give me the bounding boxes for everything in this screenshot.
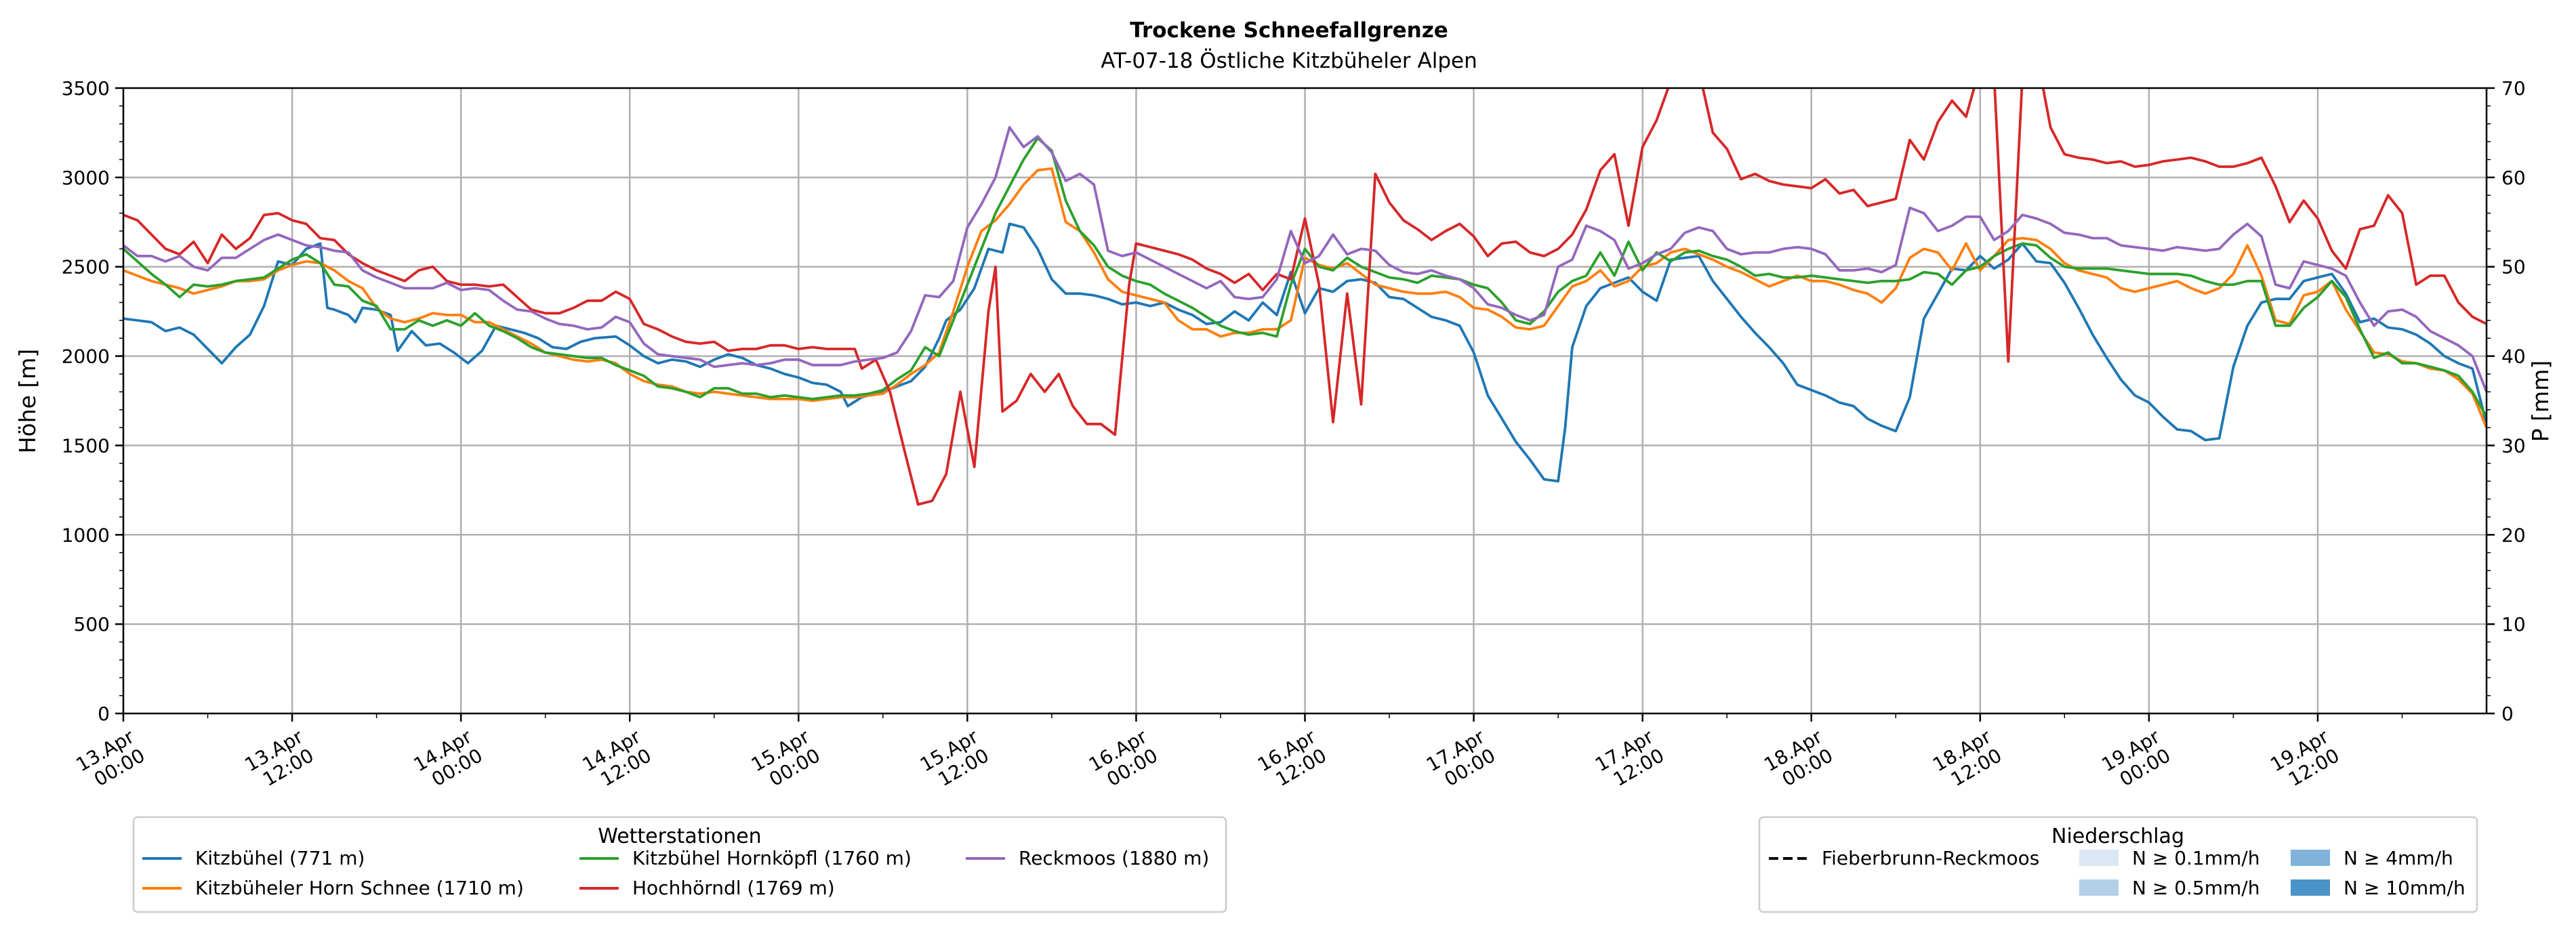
legend-precip-label-3: N ≥ 4mm/h: [2344, 847, 2453, 869]
legend-stations-frame: [132, 816, 1227, 913]
y-tick-label: 2500: [62, 256, 110, 278]
chart-subtitle: AT-07-18 Östliche Kitzbüheler Alpen: [1101, 48, 1477, 73]
y-tick-label: 3500: [62, 77, 110, 100]
y-axis-right: 0 10 20 30 40 50 60 70: [2487, 77, 2526, 725]
series-line-4: [123, 126, 2487, 392]
legend-precip-title: Niederschlag: [2051, 825, 2184, 848]
series-layer: [123, 88, 2487, 506]
y2-tick-label: 60: [2501, 167, 2526, 189]
legend-label-2: Kitzbühel Hornköpfl (1760 m): [632, 847, 912, 869]
grid-lines: [123, 88, 2487, 713]
series-line-2: [123, 136, 2487, 418]
y-axis-left: 0 500 1000 1500 2000 2500 3000 3500: [62, 77, 123, 725]
y2-axis-label: P [mm]: [2527, 360, 2554, 442]
legend-stations-title: Wetterstationen: [598, 825, 761, 848]
legend-precip-label-4: N ≥ 10mm/h: [2344, 877, 2466, 899]
legend-precip-swatch-1: [2079, 850, 2119, 866]
y-tick-label: 500: [74, 613, 110, 636]
legend-label-0: Kitzbühel (771 m): [195, 847, 365, 869]
legend-precip-items: Fieberbrunn-Reckmoos N ≥ 0.1mm/h N ≥ 0.5mm…: [1769, 847, 2466, 899]
legend-precip-label-1: N ≥ 0.1mm/h: [2132, 847, 2260, 869]
y2-tick-label: 50: [2501, 256, 2526, 278]
chart-title: Trockene Schneefallgrenze: [1130, 18, 1448, 43]
y2-tick-label: 20: [2501, 524, 2526, 546]
legend-precip-label-0: Fieberbrunn-Reckmoos: [1822, 847, 2039, 869]
y2-tick-label: 70: [2501, 77, 2526, 100]
legend-precipitation: Niederschlag Fieberbrunn-Reckmoos N ≥ 0.1…: [1758, 816, 2478, 913]
legend-label-3: Hochhörndl (1769 m): [632, 877, 835, 899]
y-axis-label: Höhe [m]: [14, 349, 41, 454]
y-tick-label: 1500: [62, 434, 110, 457]
legend-precip-swatch-4: [2291, 879, 2330, 896]
y-tick-label: 2000: [62, 346, 110, 368]
y2-tick-label: 40: [2501, 346, 2526, 368]
legend-precip-swatch-3: [2291, 850, 2330, 866]
y-tick-label: 3000: [62, 167, 110, 189]
legend-stations-items: Kitzbühel (771 m) Kitzbüheler Horn Schnee…: [142, 847, 1209, 899]
y2-tick-label: 0: [2501, 703, 2514, 725]
legend-label-4: Reckmoos (1880 m): [1019, 847, 1209, 869]
y2-tick-label: 10: [2501, 613, 2526, 636]
legend-stations: Wetterstationen Kitzbühel (771 m)Kitzbüh…: [132, 816, 1227, 913]
legend-label-1: Kitzbüheler Horn Schnee (1710 m): [195, 877, 524, 899]
y2-tick-label: 30: [2501, 434, 2526, 457]
y-tick-label: 0: [98, 703, 110, 725]
legend-precip-swatch-2: [2079, 879, 2119, 896]
legend-precip-label-2: N ≥ 0.5mm/h: [2132, 877, 2260, 899]
y-tick-label: 1000: [62, 524, 110, 546]
